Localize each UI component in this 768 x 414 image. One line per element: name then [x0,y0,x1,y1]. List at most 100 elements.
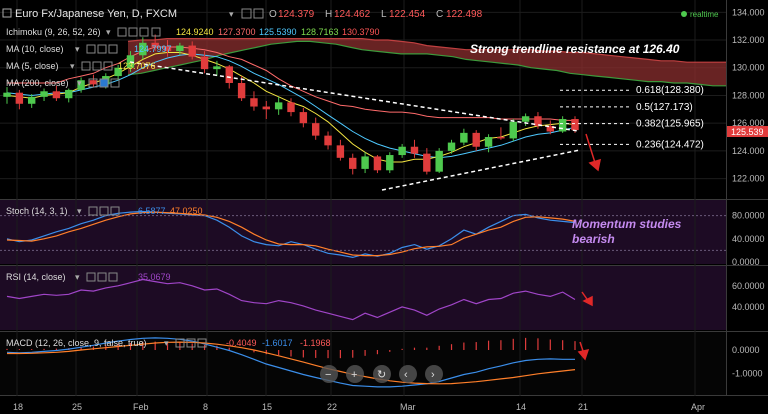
candle-body [3,92,11,97]
candle-body [225,66,233,83]
candle-body [423,153,431,172]
chevron-down-icon[interactable]: ▾ [70,61,75,71]
scroll-left-button[interactable] [399,365,417,383]
candle [472,130,480,151]
chevron-down-icon[interactable]: ▾ [75,44,80,54]
kijun-line [7,46,575,121]
rsi-panel-bg [0,266,726,330]
settings-icon[interactable] [88,78,98,88]
close-icon[interactable] [108,44,118,54]
zoom-out-button[interactable] [320,365,338,383]
stoch-label[interactable]: Stoch (14, 3, 1) [6,206,68,216]
close-icon[interactable] [110,206,120,216]
price-tick-label: 134.000 [732,7,765,17]
chevron-down-icon[interactable]: ▾ [164,338,169,348]
visibility-icon[interactable] [186,338,196,348]
settings-icon[interactable] [117,27,127,37]
chevron-down-icon[interactable]: ▾ [77,78,82,88]
candle [558,116,567,133]
close-icon[interactable] [108,272,118,282]
ma10-label[interactable]: MA (10, close) [6,44,64,54]
rsi-line [6,278,576,321]
visibility-icon[interactable] [92,61,102,71]
visibility-icon[interactable] [97,44,107,54]
candle-body [386,155,394,171]
close-icon[interactable] [253,8,264,19]
stochastic-lines [0,210,726,259]
candle-body [435,150,443,172]
collapse-icon[interactable] [2,8,12,18]
ichimoku-tenkan-value: 124.9240 [176,27,214,37]
settings-icon[interactable] [86,44,96,54]
close-icon[interactable] [103,61,113,71]
chevron-down-icon[interactable]: ▾ [77,206,82,216]
span-a-line [127,40,726,87]
candle-body [52,91,61,99]
candle-body [27,96,36,104]
candle-body [521,116,530,122]
stoch-tick-label: 40.0000 [732,234,765,244]
visibility-icon[interactable] [97,272,107,282]
support-trendline [381,149,581,191]
visibility-icon[interactable] [99,206,109,216]
ma5-label[interactable]: MA (5, close) [6,61,59,71]
current-price-tag: 125.539 [727,126,768,137]
visibility-icon[interactable] [99,78,109,88]
symbol-title[interactable]: Euro Fx/Japanese Yen, D, FXCM [15,8,177,20]
candle-body [361,156,369,169]
realtime-indicator-icon [681,11,687,17]
rsi-label[interactable]: RSI (14, close) [6,272,66,282]
ichimoku-kijun-value: 127.3700 [218,27,256,37]
indicator-legend: Ichimoku (9, 26, 52, 26) ▾ 124.9240 127.… [6,27,380,88]
candle-body [65,89,73,99]
close-icon[interactable] [139,27,149,37]
candle-body [262,106,271,110]
reset-button[interactable] [373,365,391,383]
macd-signal-value: -1.1968 [300,338,331,348]
settings-icon[interactable] [86,272,96,282]
macd-tick-label: 0.0000 [732,345,760,355]
ichimoku-label[interactable]: Ichimoku (9, 26, 52, 26) [6,27,101,37]
chevron-down-icon[interactable]: ▾ [75,272,80,282]
candle-body [558,119,567,132]
candle-body [410,146,419,154]
time-tick-label: 22 [327,402,337,412]
time-tick-label: Mar [400,402,416,412]
candle-body [546,125,555,132]
close-icon[interactable] [110,78,120,88]
axis-labels: 134.000 132.000 130.000 128.000 126.000 124.0… [13,7,765,412]
settings-icon[interactable] [88,206,98,216]
candle-body [237,82,246,99]
momentum-note-line2: bearish [572,232,615,246]
candle [349,153,357,175]
macd-label[interactable]: MACD (12, 26, close, 9, false, true) [6,338,147,348]
candle [311,117,320,140]
chevron-down-icon[interactable]: ▾ [229,9,234,19]
zoom-in-button[interactable] [346,365,364,383]
candle-body [89,80,98,85]
scroll-right-button[interactable] [425,365,443,383]
ma200-label[interactable]: MA (200, close) [6,78,69,88]
candle [188,41,196,60]
candle [534,112,542,129]
settings-icon[interactable] [241,8,252,19]
candle [40,88,48,101]
candle-body [484,137,493,147]
stoch-tick-label: 80.0000 [732,211,765,221]
candle-body [151,42,159,47]
candle-body [188,45,196,57]
settings-icon[interactable] [81,61,91,71]
settings-icon[interactable] [175,338,185,348]
candle [497,127,505,140]
more-icon[interactable] [151,27,161,37]
fib-level-label: 0.382(125.965) [636,119,704,130]
visibility-icon[interactable] [128,27,138,37]
close-icon[interactable] [197,338,207,348]
arrow-down-icon [577,348,590,361]
candle-body [497,137,505,139]
rsi-value: 35.0679 [138,272,171,282]
ohlc-value-h: 124.462 [334,9,371,20]
plus-icon: + [351,369,357,381]
chevron-down-icon[interactable]: ▾ [106,27,111,37]
